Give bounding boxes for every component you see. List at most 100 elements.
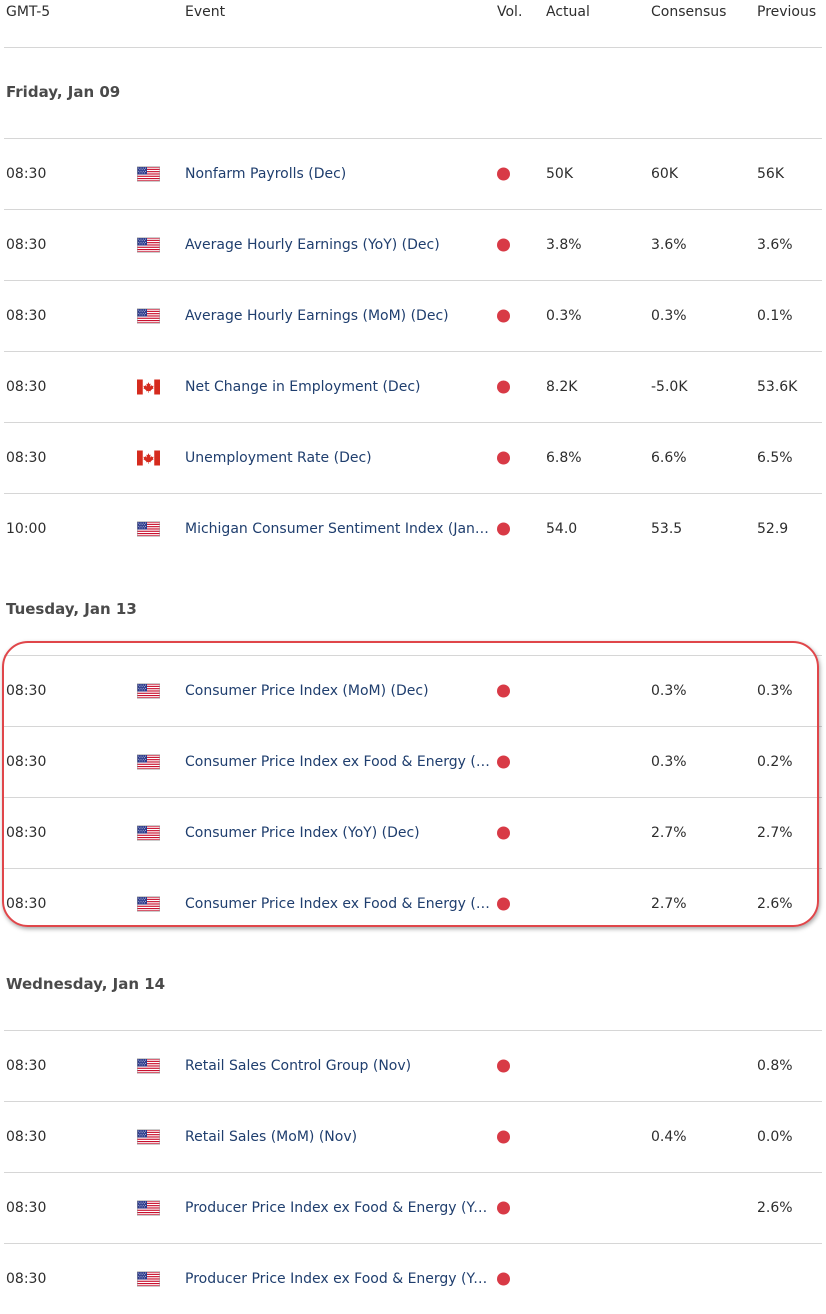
us-flag-icon bbox=[137, 1129, 160, 1144]
day-heading: Tuesday, Jan 13 bbox=[6, 600, 137, 618]
event-header: Event bbox=[185, 4, 226, 20]
consensus-value: 0.3% bbox=[651, 682, 687, 699]
timezone-header[interactable]: GMT-5 bbox=[6, 4, 51, 20]
previous-value: 3.6% bbox=[757, 236, 793, 253]
us-flag-icon bbox=[137, 521, 160, 536]
volatility-dot-icon bbox=[497, 897, 510, 910]
calendar-row[interactable]: 08:30 Retail Sales (MoM) (Nov) 0.4% 0.0% bbox=[0, 1101, 826, 1172]
event-time: 08:30 bbox=[6, 753, 47, 770]
row-divider bbox=[4, 1101, 822, 1102]
event-link[interactable]: Average Hourly Earnings (YoY) (Dec) bbox=[185, 236, 440, 253]
row-divider bbox=[4, 868, 822, 869]
consensus-value: 60K bbox=[651, 165, 678, 182]
actual-value: 3.8% bbox=[546, 236, 582, 253]
calendar-row[interactable]: 08:30 Consumer Price Index (MoM) (Dec) 0.3… bbox=[0, 655, 826, 726]
row-divider bbox=[4, 422, 822, 423]
calendar-row[interactable]: 10:00 Michigan Consumer Sentiment Index (… bbox=[0, 493, 826, 564]
event-time: 08:30 bbox=[6, 378, 47, 395]
calendar-row[interactable]: 08:30 Nonfarm Payrolls (Dec) 50K 60K 56K bbox=[0, 138, 826, 209]
previous-value: 0.1% bbox=[757, 307, 793, 324]
calendar-row[interactable]: 08:30 Unemployment Rate (Dec) 6.8% 6.6% 6.5% bbox=[0, 422, 826, 493]
actual-value: 50K bbox=[546, 165, 573, 182]
calendar-row[interactable]: 08:30 Average Hourly Earnings (YoY) (Dec)… bbox=[0, 209, 826, 280]
ca-flag-icon bbox=[137, 450, 160, 465]
volatility-dot-icon bbox=[497, 684, 510, 697]
row-divider bbox=[4, 1030, 822, 1031]
row-divider bbox=[4, 351, 822, 352]
calendar-row[interactable]: 08:30 Retail Sales Control Group (Nov) 0.8… bbox=[0, 1030, 826, 1101]
row-divider bbox=[4, 1243, 822, 1244]
consensus-value: 0.4% bbox=[651, 1128, 687, 1145]
actual-value: 54.0 bbox=[546, 520, 578, 537]
actual-header: Actual bbox=[546, 4, 590, 20]
event-time: 08:30 bbox=[6, 165, 47, 182]
event-time: 08:30 bbox=[6, 307, 47, 324]
calendar-header: GMT-5 Event Vol. Actual Consensus Previo… bbox=[0, 0, 826, 47]
actual-value: 6.8% bbox=[546, 449, 582, 466]
calendar-row[interactable]: 08:30 Net Change in Employment (Dec) 8.2K -… bbox=[0, 351, 826, 422]
calendar-row[interactable]: 08:30 Average Hourly Earnings (MoM) (Dec)… bbox=[0, 280, 826, 351]
previous-value: 0.0% bbox=[757, 1128, 793, 1145]
volatility-dot-icon bbox=[497, 380, 510, 393]
previous-value: 0.8% bbox=[757, 1057, 793, 1074]
event-link[interactable]: Average Hourly Earnings (MoM) (Dec) bbox=[185, 307, 449, 324]
event-time: 08:30 bbox=[6, 824, 47, 841]
row-divider bbox=[4, 209, 822, 210]
event-time: 08:30 bbox=[6, 1128, 47, 1145]
us-flag-icon bbox=[137, 1200, 160, 1215]
volatility-header: Vol. bbox=[497, 4, 523, 20]
row-divider bbox=[4, 47, 822, 48]
event-time: 08:30 bbox=[6, 1270, 47, 1287]
actual-value: 8.2K bbox=[546, 378, 578, 395]
previous-value: 0.2% bbox=[757, 753, 793, 770]
us-flag-icon bbox=[137, 308, 160, 323]
volatility-dot-icon bbox=[497, 755, 510, 768]
calendar-row[interactable]: 08:30 Producer Price Index ex Food & Ener… bbox=[0, 1243, 826, 1314]
row-divider bbox=[4, 726, 822, 727]
volatility-dot-icon bbox=[497, 238, 510, 251]
consensus-value: -5.0K bbox=[651, 378, 688, 395]
consensus-value: 2.7% bbox=[651, 824, 687, 841]
row-divider bbox=[4, 1172, 822, 1173]
event-link[interactable]: Producer Price Index ex Food & Energy (Y… bbox=[185, 1270, 493, 1287]
actual-value: 0.3% bbox=[546, 307, 582, 324]
previous-value: 53.6K bbox=[757, 378, 798, 395]
row-divider bbox=[4, 138, 822, 139]
event-time: 08:30 bbox=[6, 449, 47, 466]
event-time: 08:30 bbox=[6, 1199, 47, 1216]
consensus-value: 2.7% bbox=[651, 895, 687, 912]
calendar-row[interactable]: 08:30 Consumer Price Index ex Food & Ener… bbox=[0, 726, 826, 797]
previous-value: 52.9 bbox=[757, 520, 789, 537]
event-link[interactable]: Michigan Consumer Sentiment Index (Jan).… bbox=[185, 520, 493, 537]
volatility-dot-icon bbox=[497, 167, 510, 180]
row-divider bbox=[4, 797, 822, 798]
day-heading: Friday, Jan 09 bbox=[6, 83, 121, 101]
event-time: 08:30 bbox=[6, 236, 47, 253]
event-time: 10:00 bbox=[6, 520, 47, 537]
event-link[interactable]: Unemployment Rate (Dec) bbox=[185, 449, 372, 466]
previous-value: 2.6% bbox=[757, 895, 793, 912]
ca-flag-icon bbox=[137, 379, 160, 394]
event-link[interactable]: Retail Sales Control Group (Nov) bbox=[185, 1057, 412, 1074]
volatility-dot-icon bbox=[497, 1201, 510, 1214]
previous-value: 0.3% bbox=[757, 682, 793, 699]
event-link[interactable]: Net Change in Employment (Dec) bbox=[185, 378, 421, 395]
event-link[interactable]: Retail Sales (MoM) (Nov) bbox=[185, 1128, 358, 1145]
volatility-dot-icon bbox=[497, 309, 510, 322]
row-divider bbox=[4, 493, 822, 494]
previous-value: 56K bbox=[757, 165, 784, 182]
volatility-dot-icon bbox=[497, 522, 510, 535]
row-divider bbox=[4, 655, 822, 656]
us-flag-icon bbox=[137, 1058, 160, 1073]
volatility-dot-icon bbox=[497, 1272, 510, 1285]
previous-value: 2.6% bbox=[757, 1199, 793, 1216]
calendar-row[interactable]: 08:30 Producer Price Index ex Food & Ener… bbox=[0, 1172, 826, 1243]
previous-value: 6.5% bbox=[757, 449, 793, 466]
consensus-header: Consensus bbox=[651, 4, 727, 20]
event-link[interactable]: Nonfarm Payrolls (Dec) bbox=[185, 165, 347, 182]
event-link[interactable]: Producer Price Index ex Food & Energy (Y… bbox=[185, 1199, 493, 1216]
previous-value: 2.7% bbox=[757, 824, 793, 841]
calendar-row[interactable]: 08:30 Consumer Price Index (YoY) (Dec) 2.7… bbox=[0, 797, 826, 868]
us-flag-icon bbox=[137, 166, 160, 181]
us-flag-icon bbox=[137, 237, 160, 252]
